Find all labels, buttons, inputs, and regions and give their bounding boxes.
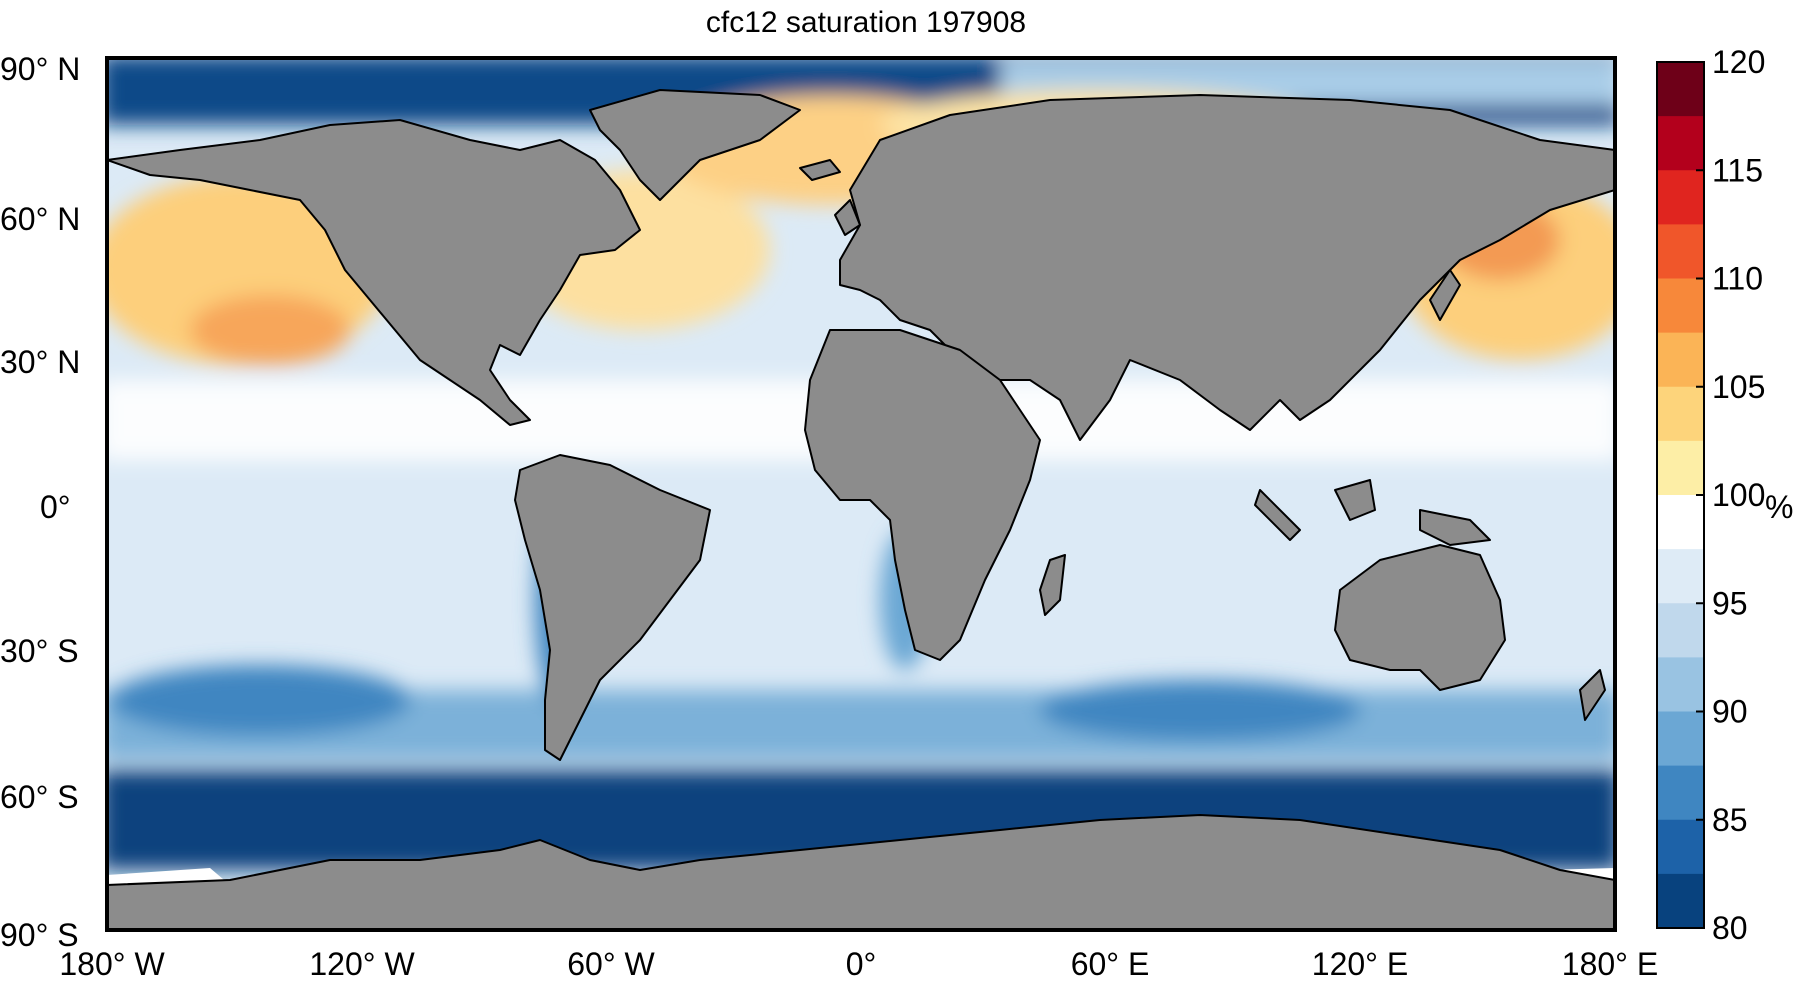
lon-label: 180° E	[1562, 946, 1658, 982]
lat-label: 30° S	[0, 633, 79, 669]
lon-label: 120° W	[309, 946, 415, 982]
lon-label: 180° W	[59, 946, 165, 982]
longitude-labels: 180° W 120° W 60° W 0° 60° E 120° E 180°…	[59, 946, 1658, 982]
lat-label: 0°	[40, 489, 71, 525]
colorbar-bin	[1657, 711, 1704, 767]
colorbar-bin	[1657, 116, 1704, 171]
colorbar-bin	[1657, 224, 1704, 279]
colorbar-tick-label: 100	[1712, 477, 1765, 513]
colorbar-bin	[1657, 495, 1704, 550]
colorbar-tick-label: 80	[1712, 910, 1748, 946]
british-isles	[834, 199, 861, 236]
lat-label: 30° N	[0, 344, 80, 380]
colorbar-ticks: 120 115 110 105 100 95 90 85 80	[1696, 44, 1765, 946]
colorbar-bin	[1657, 657, 1704, 712]
lat-label: 90° S	[0, 917, 79, 953]
greenland	[589, 89, 801, 201]
map-frame	[105, 56, 1617, 932]
north-america	[107, 119, 641, 426]
japan	[1429, 269, 1461, 321]
australia	[1334, 544, 1506, 691]
antarctica	[107, 814, 1615, 930]
new-guinea	[1419, 509, 1491, 546]
colorbar: 120 115 110 105 100 95 90 85 80 %	[1656, 44, 1793, 946]
sumatra	[1254, 489, 1301, 541]
colorbar-tick-label: 120	[1712, 44, 1765, 80]
colorbar-bin	[1657, 440, 1704, 496]
colorbar-bin	[1657, 819, 1704, 875]
lon-label: 60° E	[1071, 946, 1150, 982]
colorbar-tick-label: 85	[1712, 802, 1748, 838]
latitude-labels: 90° N 60° N 30° N 0° 30° S 60° S 90° S	[0, 51, 80, 953]
map-area	[107, 58, 1615, 930]
lat-label: 60° N	[0, 201, 80, 237]
madagascar	[1039, 554, 1066, 616]
iceland	[799, 159, 841, 181]
colorbar-bin	[1657, 170, 1704, 225]
colorbar-bin	[1657, 278, 1704, 334]
new-zealand	[1579, 669, 1606, 721]
colorbar-tick-label: 110	[1712, 261, 1763, 297]
lat-label: 60° S	[0, 779, 79, 815]
lat-label: 90° N	[0, 51, 80, 87]
colorbar-tick-label: 105	[1712, 369, 1765, 405]
colorbar-bin	[1657, 332, 1704, 388]
africa	[804, 329, 1041, 661]
borneo	[1334, 479, 1376, 521]
lon-label: 120° E	[1312, 946, 1408, 982]
colorbar-bin	[1657, 62, 1704, 117]
lon-label: 0°	[846, 946, 877, 982]
colorbar-bin	[1657, 603, 1704, 658]
colorbar-bin	[1657, 765, 1704, 821]
land-masses	[107, 89, 1615, 930]
colorbar-tick-label: 90	[1712, 694, 1748, 730]
colorbar-bin	[1657, 386, 1704, 442]
map-title: cfc12 saturation 197908	[706, 6, 1026, 39]
colorbar-bin	[1657, 873, 1704, 929]
colorbar-tick-label: 95	[1712, 585, 1748, 621]
colorbar-unit: %	[1765, 489, 1793, 525]
colorbar-tick-label: 115	[1712, 152, 1763, 188]
lon-label: 60° W	[567, 946, 655, 982]
south-america	[514, 454, 711, 761]
colorbar-bins	[1657, 62, 1704, 929]
colorbar-bin	[1657, 549, 1704, 604]
